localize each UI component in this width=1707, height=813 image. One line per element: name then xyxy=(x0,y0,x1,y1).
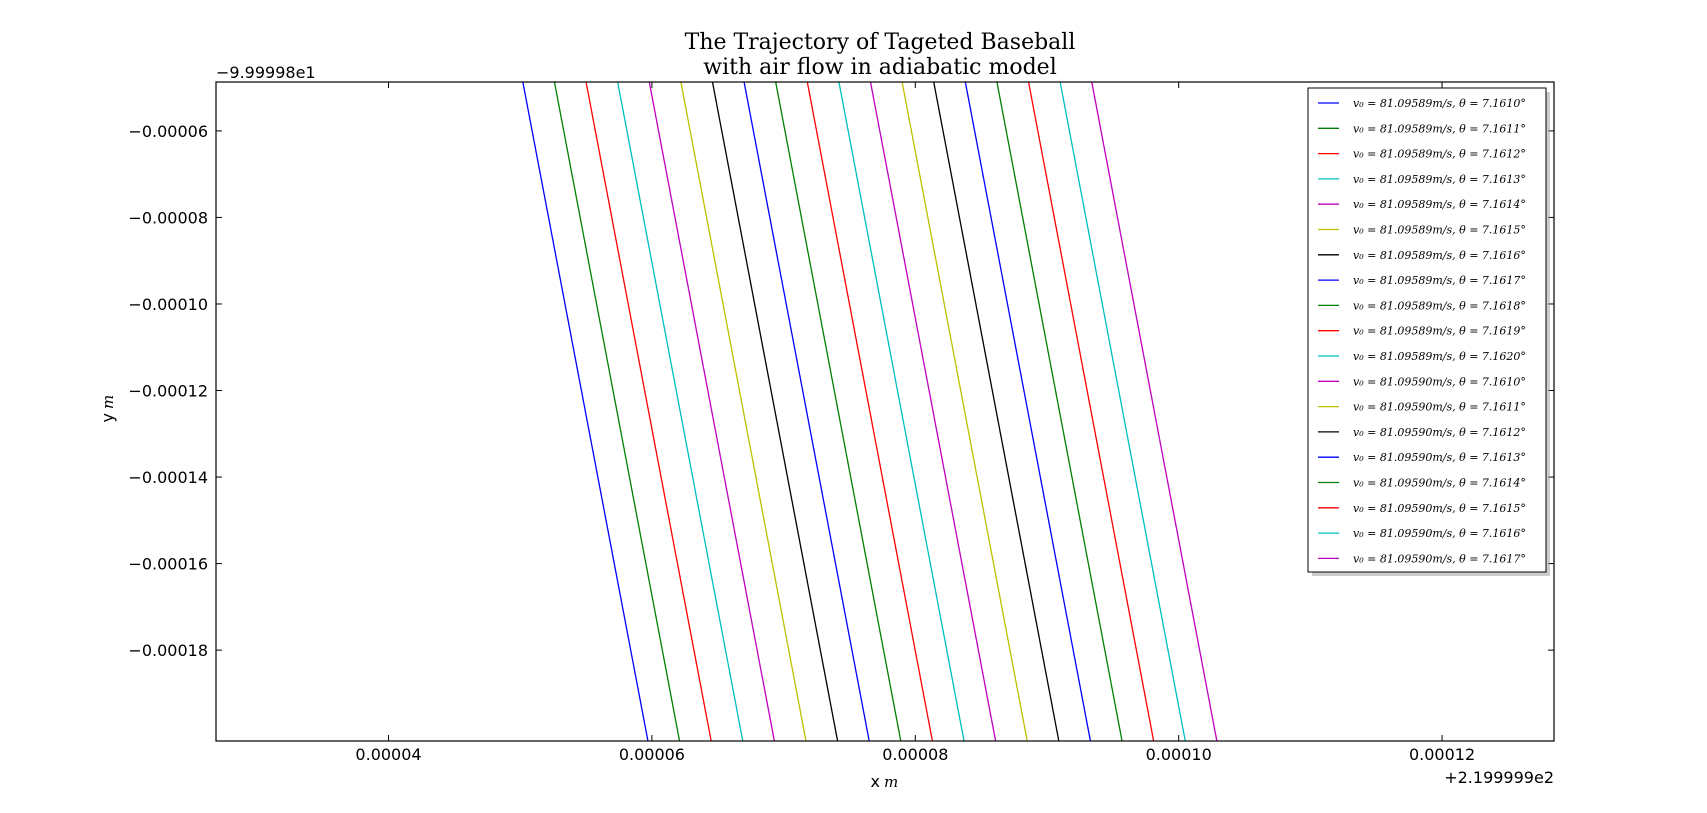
legend-label: v₀ = 81.09589m/s, θ = 7.1619° xyxy=(1353,325,1526,338)
legend-label: v₀ = 81.09589m/s, θ = 7.1613° xyxy=(1353,173,1526,186)
legend-label: v₀ = 81.09590m/s, θ = 7.1610° xyxy=(1353,375,1526,388)
plot-frame xyxy=(215,81,1555,742)
series-line xyxy=(964,82,1092,741)
y-axis-label: y m xyxy=(98,395,117,423)
y-tick-label: −0.00010 xyxy=(128,295,208,314)
series-line xyxy=(996,82,1123,741)
legend-label: v₀ = 81.09589m/s, θ = 7.1618° xyxy=(1353,299,1526,312)
y-axis-unit: m xyxy=(99,395,117,409)
series-line xyxy=(901,82,1028,741)
legend-label: v₀ = 81.09589m/s, θ = 7.1614° xyxy=(1353,198,1526,211)
legend-label: v₀ = 81.09589m/s, θ = 7.1611° xyxy=(1353,122,1526,135)
series-layer xyxy=(522,82,1218,741)
legend-entries: v₀ = 81.09589m/s, θ = 7.1610° v₀ = 81.095… xyxy=(1318,97,1526,565)
y-axis-label-text: y xyxy=(98,413,117,422)
series-line xyxy=(522,82,649,741)
x-tick-label: 0.00010 xyxy=(1146,745,1212,764)
series-line xyxy=(775,82,902,741)
series-line xyxy=(806,82,934,741)
x-axis-label: x m xyxy=(871,772,899,791)
y-tick-label: −0.00008 xyxy=(128,208,208,227)
series-line xyxy=(553,82,681,741)
legend-label: v₀ = 81.09590m/s, θ = 7.1613° xyxy=(1353,451,1526,464)
legend-label: v₀ = 81.09589m/s, θ = 7.1615° xyxy=(1353,224,1526,237)
legend-label: v₀ = 81.09589m/s, θ = 7.1616° xyxy=(1353,249,1526,262)
legend-label: v₀ = 81.09590m/s, θ = 7.1614° xyxy=(1353,477,1526,490)
legend-box xyxy=(1307,87,1547,573)
legend-label: v₀ = 81.09589m/s, θ = 7.1610° xyxy=(1353,97,1526,110)
series-line xyxy=(711,82,839,741)
legend-label: v₀ = 81.09589m/s, θ = 7.1617° xyxy=(1353,274,1526,287)
legend-label: v₀ = 81.09589m/s, θ = 7.1620° xyxy=(1353,350,1526,363)
x-tick-label: 0.00008 xyxy=(882,745,948,764)
x-tick-label: 0.00004 xyxy=(355,745,421,764)
y-tick-label: −0.00016 xyxy=(128,555,208,574)
series-line xyxy=(1059,82,1186,741)
y-offset-label: −9.99998e1 xyxy=(216,63,316,82)
x-tick-label: 0.00006 xyxy=(619,745,685,764)
legend: v₀ = 81.09589m/s, θ = 7.1610° v₀ = 81.095… xyxy=(1307,87,1550,576)
x-axis-unit: m xyxy=(884,773,898,791)
chart-subtitle: with air flow in adiabatic model xyxy=(703,55,1056,80)
legend-label: v₀ = 81.09589m/s, θ = 7.1612° xyxy=(1353,148,1526,161)
x-axis-label-text: x xyxy=(871,772,880,791)
series-line xyxy=(1027,82,1155,741)
legend-label: v₀ = 81.09590m/s, θ = 7.1612° xyxy=(1353,426,1526,439)
series-line xyxy=(743,82,870,741)
series-line xyxy=(838,82,965,741)
y-tick-label: −0.00006 xyxy=(128,122,208,141)
series-line xyxy=(869,82,997,741)
series-line xyxy=(617,82,744,741)
series-line xyxy=(680,82,807,741)
tick-layer: 0.00004 0.00006 0.00008 0.00010 0.00012 −0.00… xyxy=(128,82,1554,764)
y-tick-label: −0.00012 xyxy=(128,382,208,401)
y-tick-label: −0.00018 xyxy=(128,641,208,660)
legend-label: v₀ = 81.09590m/s, θ = 7.1611° xyxy=(1353,401,1526,414)
series-line xyxy=(933,82,1060,741)
chart-title: The Trajectory of Tageted Baseball xyxy=(685,30,1076,55)
legend-label: v₀ = 81.09590m/s, θ = 7.1615° xyxy=(1353,502,1526,515)
legend-label: v₀ = 81.09590m/s, θ = 7.1616° xyxy=(1353,527,1526,540)
legend-label: v₀ = 81.09590m/s, θ = 7.1617° xyxy=(1353,552,1526,565)
x-tick-label: 0.00012 xyxy=(1409,745,1475,764)
x-offset-label: +2.199999e2 xyxy=(1444,768,1554,787)
series-line xyxy=(1091,82,1218,741)
series-line xyxy=(585,82,712,741)
series-line xyxy=(648,82,776,741)
y-tick-label: −0.00014 xyxy=(128,468,208,487)
